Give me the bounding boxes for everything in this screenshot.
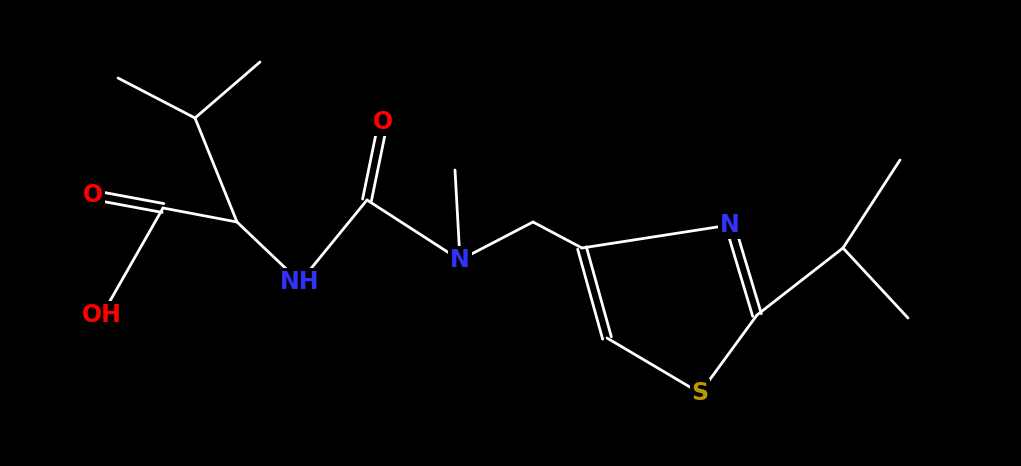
Text: O: O — [83, 183, 103, 207]
Text: NH: NH — [280, 270, 320, 294]
Text: N: N — [450, 248, 470, 272]
Text: O: O — [373, 110, 393, 134]
Text: OH: OH — [82, 303, 121, 327]
Text: S: S — [691, 381, 709, 405]
Text: N: N — [720, 213, 740, 237]
